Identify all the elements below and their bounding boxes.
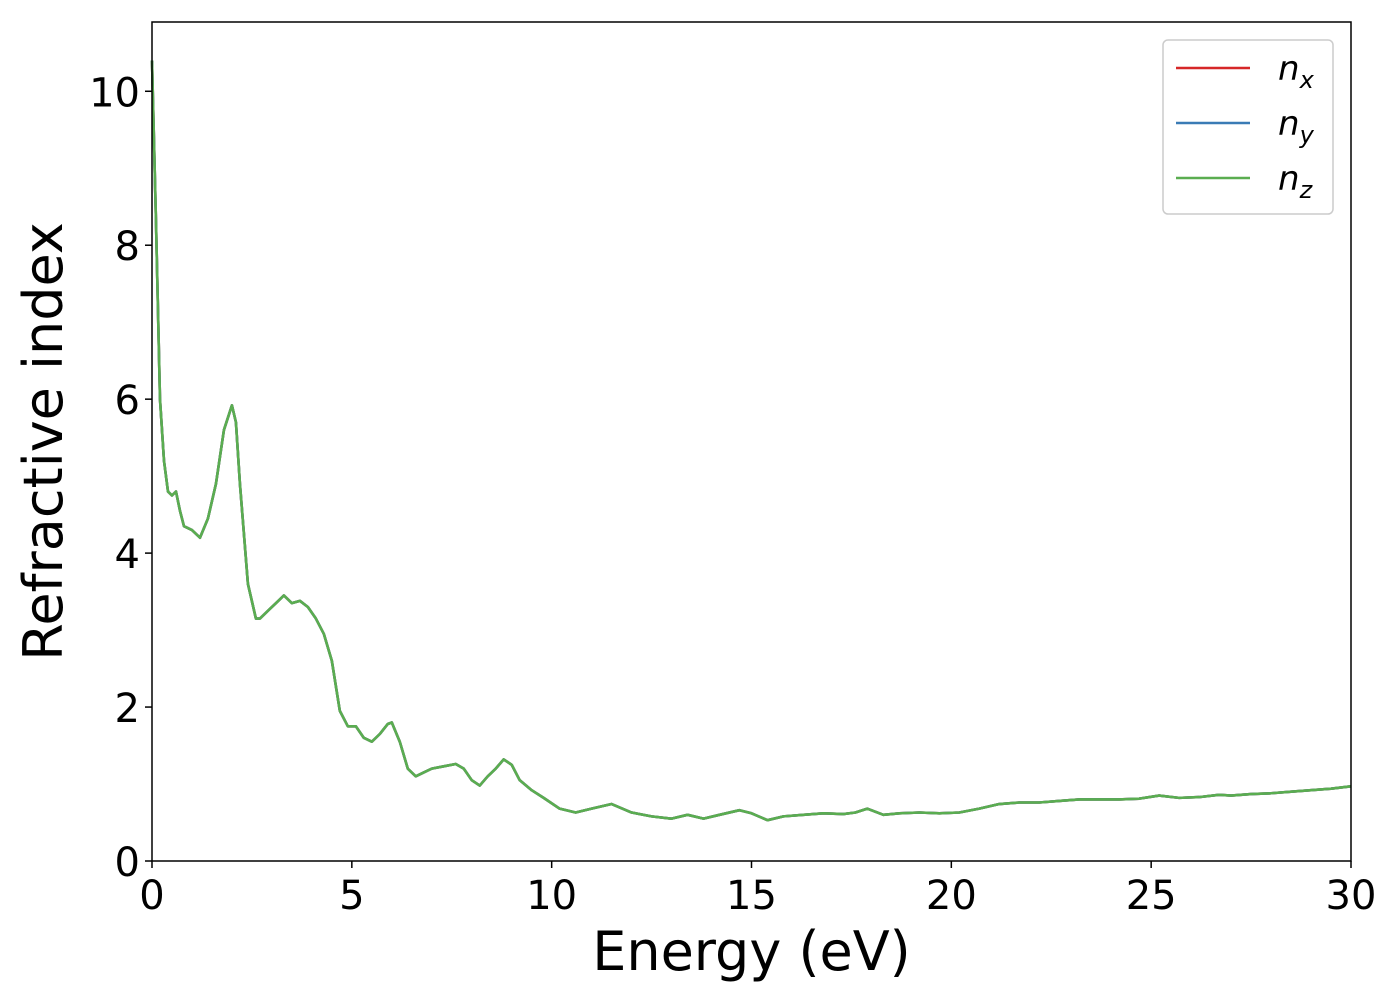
x-axis-ticks: 0 5 10 15 20 25 30 xyxy=(139,861,1376,919)
x-tick-label: 10 xyxy=(526,873,577,919)
y-tick-label: 2 xyxy=(115,686,140,732)
legend-frame xyxy=(1162,39,1334,215)
x-tick-label: 20 xyxy=(926,873,977,919)
y-tick-label: 6 xyxy=(115,378,140,424)
x-axis-label: Energy (eV) xyxy=(592,920,911,983)
legend-entry-base: n xyxy=(1278,159,1300,199)
x-tick-label: 0 xyxy=(139,873,164,919)
y-axis-label: Refractive index xyxy=(12,222,75,661)
x-tick-label: 5 xyxy=(339,873,364,919)
series-layer xyxy=(150,60,1352,822)
legend-entry-subscript: x xyxy=(1299,66,1315,94)
x-tick-label: 30 xyxy=(1326,873,1377,919)
legend-entry-base: n xyxy=(1278,104,1300,144)
y-tick-label: 0 xyxy=(115,840,140,886)
series-line-n-z xyxy=(150,60,1352,822)
legend-entry-base: n xyxy=(1278,49,1300,89)
x-tick-label: 15 xyxy=(726,873,777,919)
y-tick-label: 4 xyxy=(115,532,140,578)
y-axis-ticks: 0 2 4 6 8 10 xyxy=(89,70,152,886)
legend-entry-subscript: y xyxy=(1299,121,1315,149)
legend-entry-label: nz xyxy=(1278,159,1314,204)
y-tick-label: 8 xyxy=(115,224,140,270)
legend-entry-subscript: z xyxy=(1299,176,1314,204)
legend-entry-label: nx xyxy=(1278,49,1315,94)
x-tick-label: 25 xyxy=(1126,873,1177,919)
y-tick-label: 10 xyxy=(89,70,140,116)
legend-entry-label: ny xyxy=(1278,104,1315,149)
